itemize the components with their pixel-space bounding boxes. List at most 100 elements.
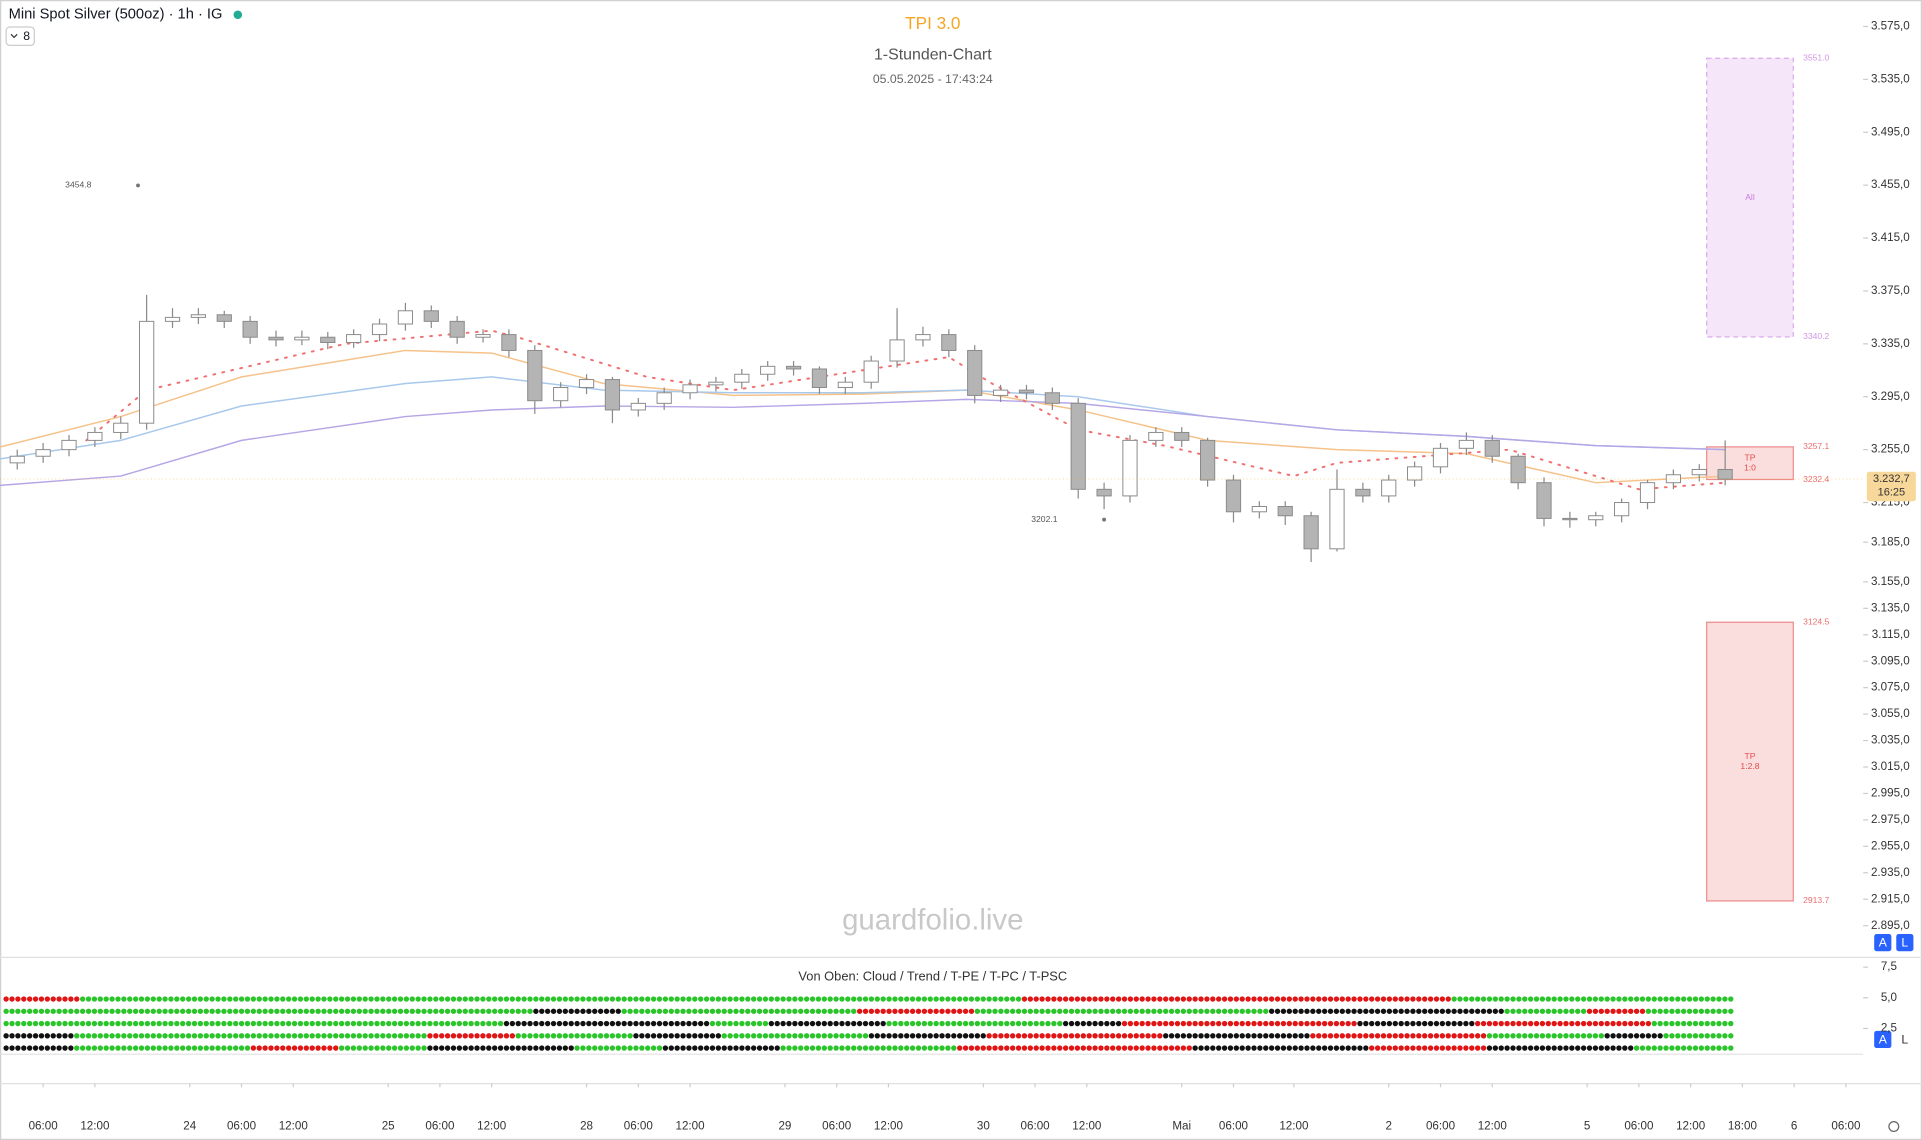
signal-dot xyxy=(1498,1008,1504,1014)
signal-dot xyxy=(503,996,510,1002)
signal-dot xyxy=(1404,996,1410,1002)
signal-dot xyxy=(1445,1033,1451,1039)
signal-dot xyxy=(856,996,863,1002)
signal-dot xyxy=(768,1020,775,1027)
signal-dot xyxy=(103,996,109,1002)
signal-dot xyxy=(1580,1033,1587,1039)
signal-dot xyxy=(1369,1008,1375,1014)
signal-dot xyxy=(886,1020,892,1027)
signal-dot xyxy=(745,1033,751,1039)
candle-body xyxy=(785,365,802,370)
signal-dot xyxy=(503,1045,510,1051)
signal-dot xyxy=(427,1020,433,1027)
signal-dot xyxy=(727,1020,733,1027)
signal-dot xyxy=(1163,1033,1169,1039)
signal-dot xyxy=(121,1045,127,1051)
signal-dot xyxy=(1027,1045,1034,1051)
signal-dot xyxy=(727,1033,733,1039)
settings-icon[interactable] xyxy=(1888,1120,1900,1133)
signal-dot xyxy=(3,1020,9,1027)
signal-dot xyxy=(739,1020,745,1027)
signal-dot xyxy=(1433,1045,1440,1051)
signal-dot xyxy=(1439,1045,1446,1051)
signal-dot xyxy=(309,1008,315,1014)
signal-dot xyxy=(1510,1008,1516,1014)
signal-dot xyxy=(1633,1020,1640,1027)
scale-buttons: A L A L xyxy=(1874,934,1914,1049)
signal-dot xyxy=(109,996,115,1002)
log-button[interactable] xyxy=(1896,934,1914,952)
signal-dot xyxy=(898,1008,904,1014)
signal-dot xyxy=(1557,1020,1563,1027)
signal-dot xyxy=(621,996,627,1002)
signal-dot xyxy=(50,1033,56,1039)
signal-dot xyxy=(1422,1020,1428,1027)
signal-dot xyxy=(1045,1045,1051,1051)
auto-button[interactable] xyxy=(1874,1030,1892,1049)
signal-dot xyxy=(792,1008,798,1014)
signal-dot xyxy=(1380,1033,1387,1039)
signal-dot xyxy=(1357,1033,1363,1039)
signal-dot xyxy=(1604,996,1610,1002)
signal-dot xyxy=(1622,1045,1628,1051)
signal-dot xyxy=(132,1008,139,1014)
signal-dot xyxy=(1592,996,1599,1002)
signal-dot xyxy=(1110,1020,1116,1027)
signal-dot xyxy=(1345,1045,1351,1051)
signal-dot xyxy=(1451,1045,1457,1051)
signal-dot xyxy=(544,1045,551,1051)
signal-dot xyxy=(1357,996,1363,1002)
signal-dot xyxy=(1374,996,1381,1002)
signal-dot xyxy=(1310,1008,1316,1014)
candle-body xyxy=(604,379,621,411)
signal-dot xyxy=(21,1020,27,1027)
signal-dot xyxy=(1716,996,1722,1002)
signal-dot xyxy=(656,1008,663,1014)
signal-dot xyxy=(368,996,374,1002)
button-label[interactable]: L xyxy=(1901,1032,1908,1046)
signal-dot xyxy=(1728,1033,1734,1039)
signal-dot xyxy=(74,1033,80,1039)
signal-dot xyxy=(1598,1033,1604,1039)
signal-dot xyxy=(833,1033,839,1039)
signal-dot xyxy=(391,1020,398,1027)
signal-dot xyxy=(927,1008,933,1014)
signal-dot xyxy=(197,1020,204,1027)
signal-dot xyxy=(1392,996,1398,1002)
signal-dot xyxy=(1492,1008,1499,1014)
signal-dot xyxy=(845,996,851,1002)
signal-dot xyxy=(1280,1033,1287,1039)
signal-dot xyxy=(1239,996,1245,1002)
signal-dot xyxy=(1716,1020,1722,1027)
indicator-toggle[interactable] xyxy=(5,26,35,46)
signal-dot xyxy=(1439,1020,1446,1027)
signal-dot xyxy=(1516,1020,1522,1027)
signal-dot xyxy=(1068,996,1075,1002)
signal-dot xyxy=(191,1045,198,1051)
candle-body xyxy=(1588,515,1604,521)
signal-dot xyxy=(109,1008,115,1014)
signal-dot xyxy=(1345,1020,1351,1027)
signal-dot xyxy=(962,996,969,1002)
signal-dot xyxy=(1245,1033,1251,1039)
signal-dot xyxy=(1404,1008,1410,1014)
signal-dot xyxy=(333,1020,339,1027)
signal-dot xyxy=(821,1045,828,1051)
signal-dot xyxy=(786,1008,792,1014)
signal-dot xyxy=(568,1020,574,1027)
auto-button[interactable] xyxy=(1874,934,1892,952)
signal-dot xyxy=(250,1045,257,1051)
signal-dot xyxy=(474,1020,480,1027)
signal-dot xyxy=(1286,1045,1293,1051)
signal-dot xyxy=(1539,1045,1546,1051)
signal-dot xyxy=(38,996,45,1002)
signal-dot xyxy=(1669,1033,1675,1039)
signal-dot xyxy=(103,1020,109,1027)
signal-dot xyxy=(26,1033,33,1039)
signal-dot xyxy=(32,1008,39,1014)
zone-bottom-label: 3340.2 xyxy=(1803,331,1829,341)
signal-dot xyxy=(79,1033,86,1039)
signal-dot xyxy=(639,1045,645,1051)
signal-dot xyxy=(456,1033,463,1039)
signal-dot xyxy=(533,1033,539,1039)
